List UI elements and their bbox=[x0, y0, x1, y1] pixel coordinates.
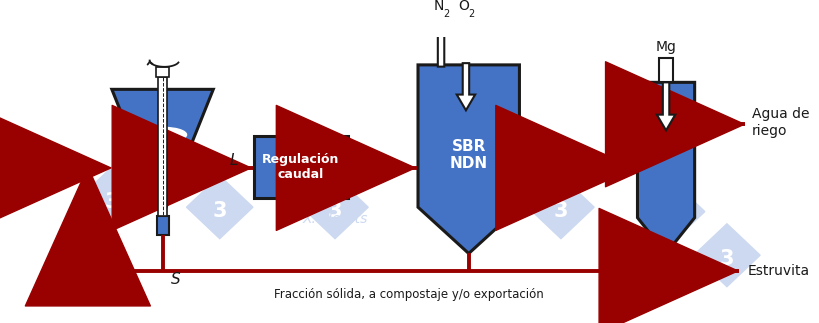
Text: Agua de
riego: Agua de riego bbox=[751, 108, 808, 138]
Text: 3: 3 bbox=[663, 205, 678, 225]
Ellipse shape bbox=[138, 127, 186, 142]
Text: Fracción sólida, a compostaje y/o exportación: Fracción sólida, a compostaje y/o export… bbox=[274, 288, 543, 301]
Polygon shape bbox=[456, 63, 474, 110]
Polygon shape bbox=[111, 89, 213, 216]
Text: 2: 2 bbox=[468, 9, 474, 19]
Polygon shape bbox=[527, 176, 594, 239]
Text: 3: 3 bbox=[105, 192, 119, 212]
Ellipse shape bbox=[145, 161, 180, 172]
Text: 2: 2 bbox=[443, 9, 449, 19]
Polygon shape bbox=[79, 167, 145, 230]
FancyBboxPatch shape bbox=[658, 58, 672, 82]
Text: S: S bbox=[170, 272, 180, 287]
Text: 3: 3 bbox=[328, 201, 342, 221]
Polygon shape bbox=[638, 180, 704, 243]
Polygon shape bbox=[656, 82, 675, 130]
Polygon shape bbox=[186, 176, 252, 239]
FancyBboxPatch shape bbox=[156, 216, 169, 235]
FancyBboxPatch shape bbox=[156, 67, 170, 77]
Text: 3: 3 bbox=[719, 249, 733, 269]
Text: SBR
NDN: SBR NDN bbox=[449, 139, 487, 171]
FancyBboxPatch shape bbox=[254, 136, 347, 198]
Ellipse shape bbox=[152, 188, 173, 196]
Text: 3: 3 bbox=[212, 201, 227, 221]
Polygon shape bbox=[418, 65, 518, 254]
Polygon shape bbox=[636, 82, 694, 254]
Text: N: N bbox=[433, 0, 444, 13]
Polygon shape bbox=[693, 224, 759, 287]
FancyBboxPatch shape bbox=[158, 77, 166, 216]
Text: 3: 3 bbox=[553, 201, 568, 221]
Text: O: O bbox=[458, 0, 469, 13]
Polygon shape bbox=[301, 176, 368, 239]
Text: L: L bbox=[229, 152, 238, 168]
Text: Regulación
caudal: Regulación caudal bbox=[262, 153, 339, 181]
Text: Mg: Mg bbox=[655, 40, 676, 54]
Text: X. Flotats: X. Flotats bbox=[302, 212, 367, 225]
Polygon shape bbox=[432, 19, 450, 67]
Text: Estruvita: Estruvita bbox=[746, 264, 808, 278]
